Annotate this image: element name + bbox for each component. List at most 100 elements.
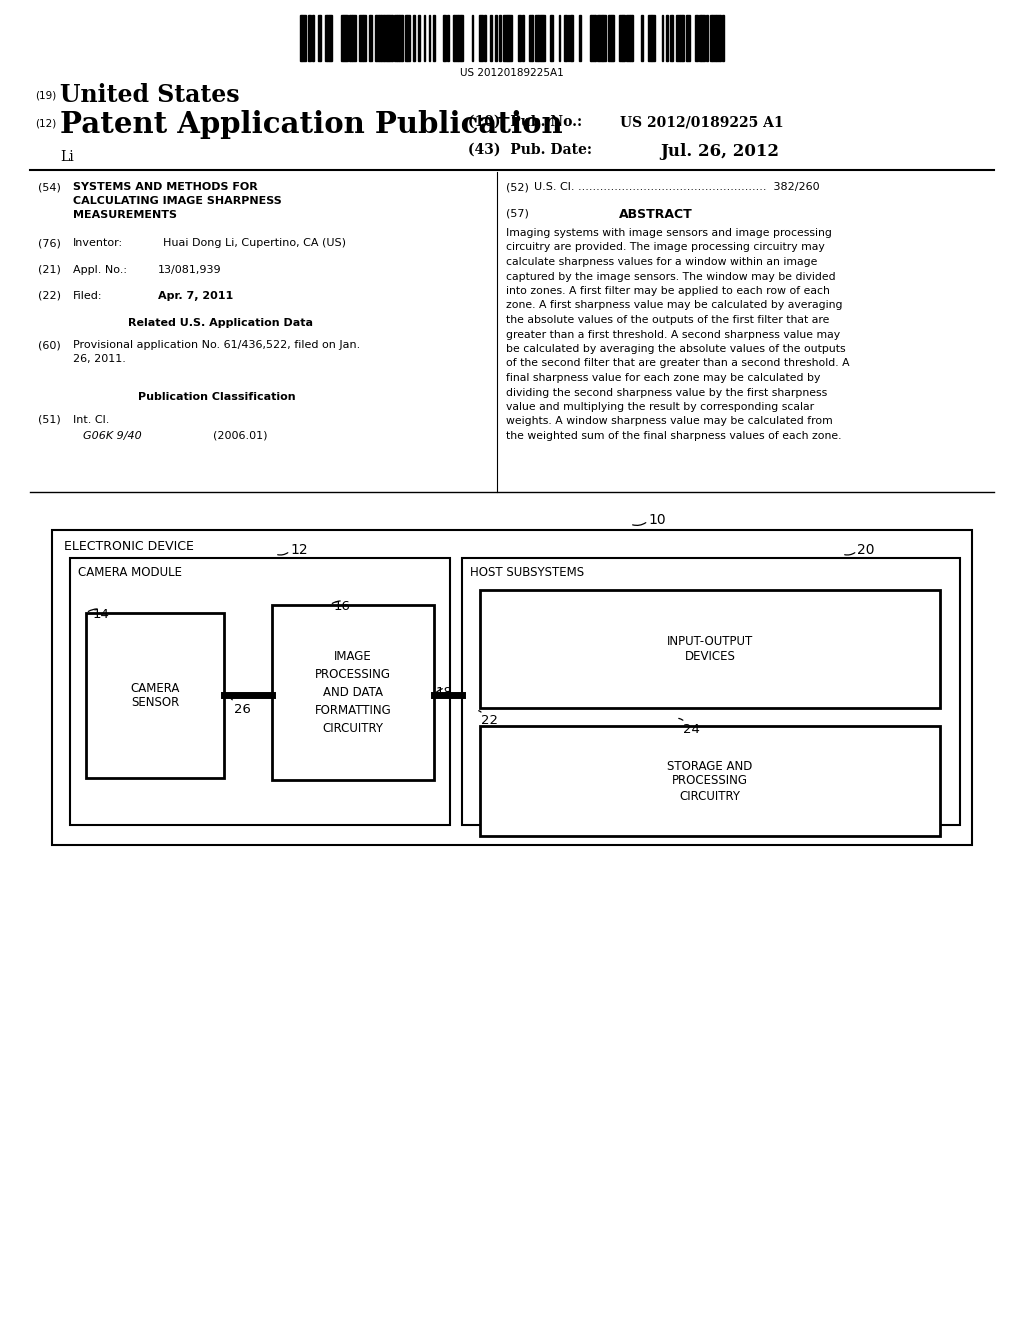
Text: weights. A window sharpness value may be calculated from: weights. A window sharpness value may be… bbox=[506, 417, 833, 426]
Text: CAMERA
SENSOR: CAMERA SENSOR bbox=[130, 681, 179, 710]
Bar bbox=[630, 15, 632, 61]
Text: US 20120189225A1: US 20120189225A1 bbox=[460, 69, 564, 78]
Bar bbox=[609, 15, 611, 61]
Text: (12): (12) bbox=[35, 117, 56, 128]
Bar bbox=[70, 558, 450, 825]
Text: 13/081,939: 13/081,939 bbox=[158, 265, 221, 275]
Bar bbox=[458, 15, 461, 61]
Bar bbox=[676, 15, 680, 61]
Text: G06K 9/40: G06K 9/40 bbox=[83, 432, 141, 441]
Bar bbox=[309, 15, 311, 61]
Text: CALCULATING IMAGE SHARPNESS: CALCULATING IMAGE SHARPNESS bbox=[73, 195, 282, 206]
Bar bbox=[325, 15, 327, 61]
Bar bbox=[603, 15, 606, 61]
Bar bbox=[407, 15, 410, 61]
Text: into zones. A first filter may be applied to each row of each: into zones. A first filter may be applie… bbox=[506, 286, 829, 296]
Text: Provisional application No. 61/436,522, filed on Jan.: Provisional application No. 61/436,522, … bbox=[73, 341, 360, 350]
Bar bbox=[695, 15, 698, 61]
Bar bbox=[538, 15, 541, 61]
Bar bbox=[379, 15, 381, 61]
Text: 12: 12 bbox=[290, 543, 307, 557]
Text: the absolute values of the outputs of the first filter that are: the absolute values of the outputs of th… bbox=[506, 315, 829, 325]
Bar bbox=[394, 15, 397, 61]
Text: Apr. 7, 2011: Apr. 7, 2011 bbox=[158, 290, 233, 301]
Text: Patent Application Publication: Patent Application Publication bbox=[60, 110, 562, 139]
Bar bbox=[384, 15, 387, 61]
Text: CAMERA MODULE: CAMERA MODULE bbox=[78, 566, 182, 579]
Bar bbox=[579, 15, 581, 61]
Bar bbox=[495, 15, 497, 61]
Text: (51): (51) bbox=[38, 414, 60, 425]
Text: 18: 18 bbox=[436, 686, 453, 700]
Text: U.S. Cl. ....................................................  382/260: U.S. Cl. ...............................… bbox=[534, 182, 819, 191]
Bar bbox=[706, 15, 708, 61]
Bar bbox=[359, 15, 362, 61]
Text: dividing the second sharpness value by the first sharpness: dividing the second sharpness value by t… bbox=[506, 388, 827, 397]
Text: of the second filter that are greater than a second threshold. A: of the second filter that are greater th… bbox=[506, 359, 850, 368]
Text: (76): (76) bbox=[38, 238, 60, 248]
Bar bbox=[346, 15, 348, 61]
Text: Appl. No.:: Appl. No.: bbox=[73, 265, 127, 275]
Text: Huai Dong Li, Cupertino, CA (US): Huai Dong Li, Cupertino, CA (US) bbox=[163, 238, 346, 248]
Text: Jul. 26, 2012: Jul. 26, 2012 bbox=[660, 143, 779, 160]
Bar bbox=[680, 15, 682, 61]
Text: (22): (22) bbox=[38, 290, 61, 301]
Bar bbox=[722, 15, 724, 61]
Bar bbox=[652, 15, 655, 61]
Text: be calculated by averaging the absolute values of the outputs: be calculated by averaging the absolute … bbox=[506, 345, 846, 354]
Bar bbox=[551, 15, 553, 61]
Text: MEASUREMENTS: MEASUREMENTS bbox=[73, 210, 177, 220]
Text: ELECTRONIC DEVICE: ELECTRONIC DEVICE bbox=[63, 540, 194, 553]
Bar bbox=[454, 15, 458, 61]
Bar bbox=[648, 15, 651, 61]
Text: Imaging systems with image sensors and image processing: Imaging systems with image sensors and i… bbox=[506, 228, 831, 238]
Text: 20: 20 bbox=[857, 543, 874, 557]
Text: ABSTRACT: ABSTRACT bbox=[620, 209, 693, 220]
Bar bbox=[641, 15, 643, 61]
Text: calculate sharpness values for a window within an image: calculate sharpness values for a window … bbox=[506, 257, 817, 267]
Bar bbox=[433, 15, 435, 61]
Bar bbox=[350, 15, 352, 61]
Bar bbox=[599, 15, 602, 61]
Text: the weighted sum of the final sharpness values of each zone.: the weighted sum of the final sharpness … bbox=[506, 432, 842, 441]
Bar bbox=[447, 15, 449, 61]
Bar bbox=[352, 15, 356, 61]
Bar bbox=[518, 15, 521, 61]
Bar bbox=[381, 15, 384, 61]
Bar bbox=[618, 15, 622, 61]
Bar bbox=[597, 15, 599, 61]
Text: zone. A first sharpness value may be calculated by averaging: zone. A first sharpness value may be cal… bbox=[506, 301, 843, 310]
Bar bbox=[591, 15, 595, 61]
Bar bbox=[370, 15, 372, 61]
Text: IMAGE
PROCESSING
AND DATA
FORMATTING
CIRCUITRY: IMAGE PROCESSING AND DATA FORMATTING CIR… bbox=[314, 649, 391, 735]
Bar bbox=[626, 15, 630, 61]
Text: Int. Cl.: Int. Cl. bbox=[73, 414, 110, 425]
Text: Li: Li bbox=[60, 150, 74, 164]
Text: (52): (52) bbox=[506, 182, 528, 191]
Bar bbox=[716, 15, 720, 61]
Bar bbox=[389, 15, 392, 61]
Bar bbox=[503, 15, 507, 61]
Bar bbox=[418, 15, 420, 61]
Bar bbox=[490, 15, 492, 61]
Text: (21): (21) bbox=[38, 265, 60, 275]
Bar bbox=[499, 15, 501, 61]
Bar bbox=[52, 531, 972, 845]
Bar bbox=[701, 15, 705, 61]
Bar bbox=[480, 726, 940, 836]
Bar bbox=[479, 15, 483, 61]
Text: Inventor:: Inventor: bbox=[73, 238, 123, 248]
Bar bbox=[699, 15, 701, 61]
Bar bbox=[509, 15, 512, 61]
Text: SYSTEMS AND METHODS FOR: SYSTEMS AND METHODS FOR bbox=[73, 182, 258, 191]
Bar bbox=[529, 15, 532, 61]
Text: 24: 24 bbox=[683, 723, 699, 737]
Bar bbox=[480, 590, 940, 708]
Bar bbox=[362, 15, 366, 61]
Bar bbox=[670, 15, 672, 61]
Text: greater than a first threshold. A second sharpness value may: greater than a first threshold. A second… bbox=[506, 330, 840, 339]
Text: (43)  Pub. Date:: (43) Pub. Date: bbox=[468, 143, 592, 157]
Text: final sharpness value for each zone may be calculated by: final sharpness value for each zone may … bbox=[506, 374, 820, 383]
Bar bbox=[376, 15, 379, 61]
Text: value and multiplying the result by corresponding scalar: value and multiplying the result by corr… bbox=[506, 403, 814, 412]
